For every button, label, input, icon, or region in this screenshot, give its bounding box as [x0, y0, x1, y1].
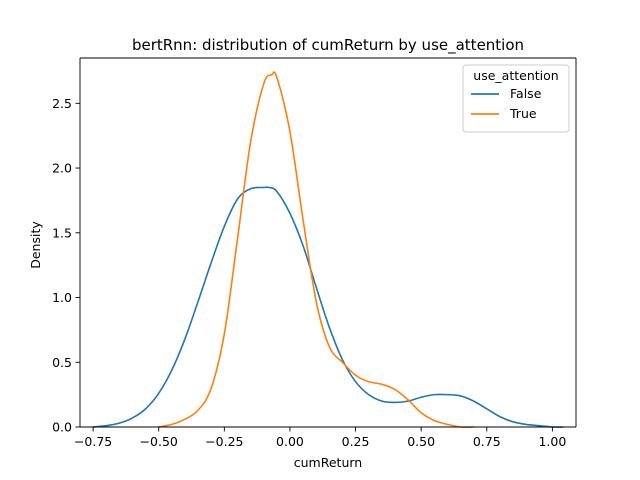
legend-label-true: True: [509, 106, 537, 121]
x-tick-label: 0.75: [473, 434, 501, 449]
x-tick-label: −0.25: [205, 434, 243, 449]
y-axis-title: Density: [28, 221, 43, 269]
x-tick-label: −0.75: [74, 434, 112, 449]
legend-label-false: False: [510, 86, 542, 101]
y-tick-label: 2.0: [52, 161, 72, 176]
plot-area: −0.75 −0.50 −0.25 0.00 0.25 0.50 0.75 1.00 0.0 0.…: [52, 57, 577, 449]
y-tick-label: 2.5: [52, 96, 72, 111]
legend: use_attention False True: [462, 64, 570, 133]
series-line-false: [92, 186, 564, 428]
y-tick-label: 0.0: [52, 420, 72, 435]
y-tick-label: 1.5: [52, 225, 72, 240]
y-tick-label: 1.0: [52, 290, 72, 305]
chart-title: bertRnn: distribution of cumReturn by us…: [132, 36, 524, 55]
x-tick-label: 0.00: [276, 434, 304, 449]
x-tick-label: 0.50: [407, 434, 435, 449]
y-tick-label: 0.5: [52, 355, 72, 370]
x-tick-label: 0.25: [342, 434, 370, 449]
series-line-true: [157, 71, 475, 428]
x-axis-title: cumReturn: [294, 455, 362, 470]
legend-box: [462, 64, 570, 133]
legend-title: use_attention: [473, 68, 558, 83]
x-tick-label: 1.00: [538, 434, 566, 449]
x-tick-label: −0.50: [140, 434, 178, 449]
